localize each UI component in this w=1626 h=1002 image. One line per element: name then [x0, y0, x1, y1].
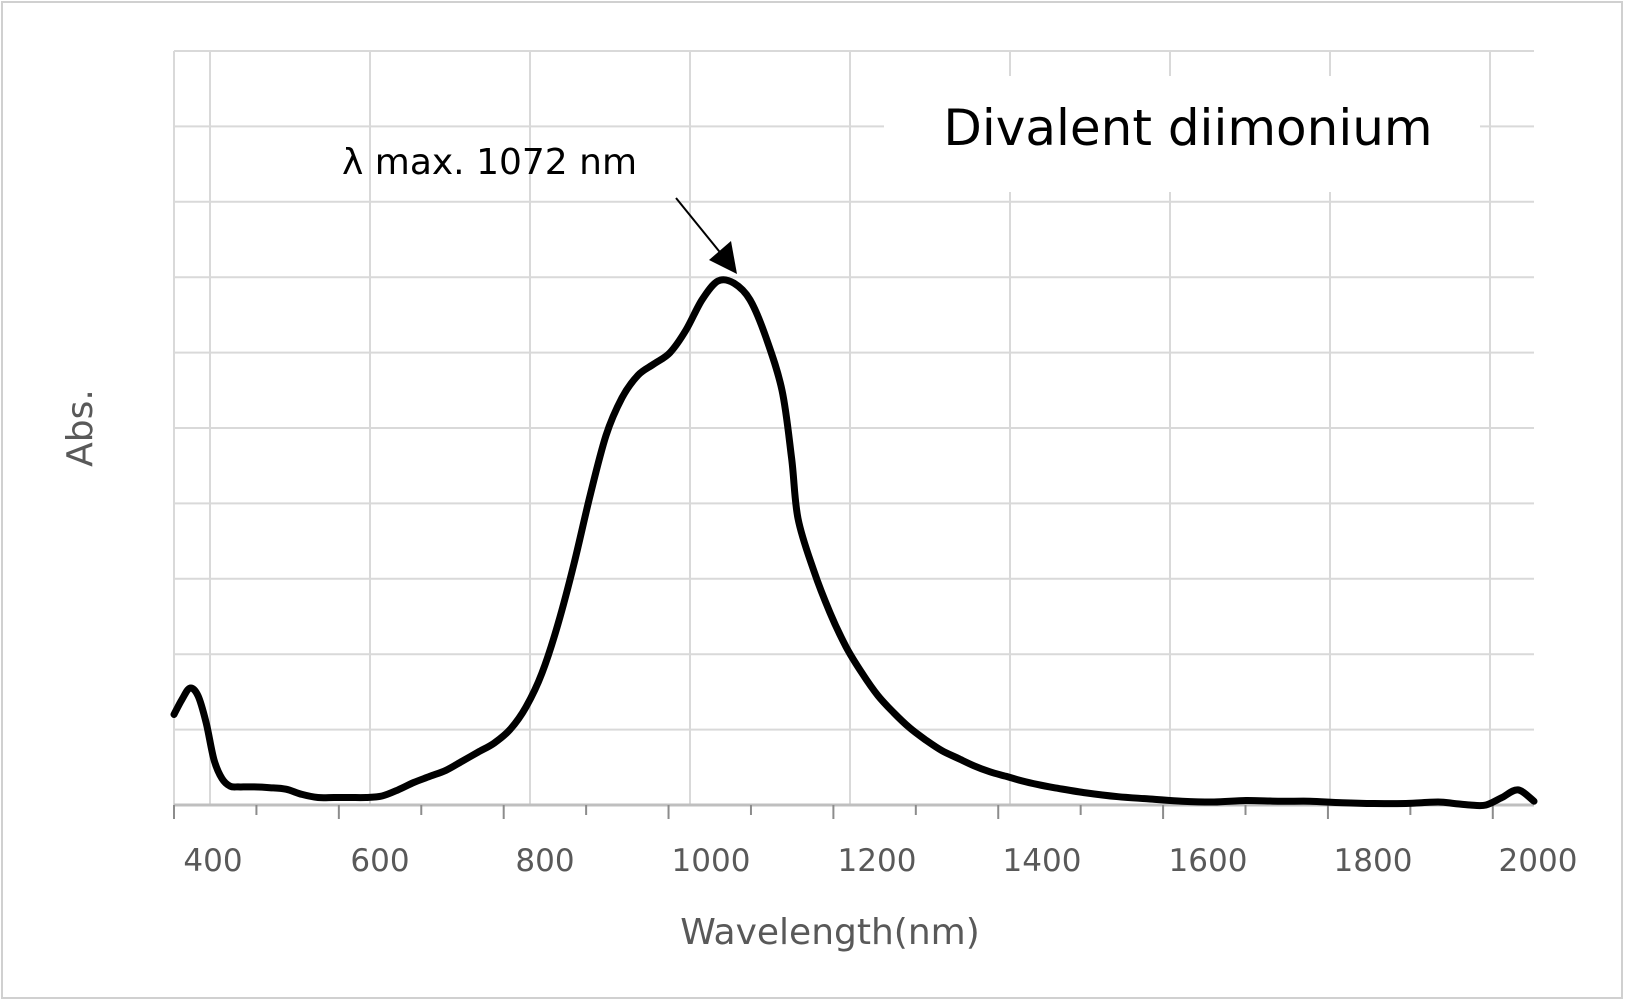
x-tick-label: 1200	[838, 843, 917, 879]
x-tick-label: 2000	[1499, 843, 1578, 879]
chart-title: Divalent diimonium	[943, 99, 1432, 157]
arrow-shaft	[675, 197, 724, 257]
title-background	[884, 76, 1480, 192]
x-axis-ticks: 400 600 800 1000 1200 1400 1600 1800 2000	[173, 805, 1578, 879]
x-tick-label: 400	[183, 843, 242, 879]
x-tick-label: 1400	[1003, 843, 1082, 879]
series-layer	[170, 276, 1538, 810]
x-tick-label: 1600	[1169, 843, 1248, 879]
absorbance-series-line	[170, 276, 1538, 810]
arrow-head	[709, 241, 737, 274]
x-tick-label: 800	[515, 843, 574, 879]
peak-arrow	[675, 197, 737, 274]
y-axis-title: Abs.	[60, 389, 101, 467]
x-tick-label: 1800	[1334, 843, 1413, 879]
x-axis-title: Wavelength(nm)	[680, 912, 980, 953]
x-tick-label: 600	[350, 843, 409, 879]
x-tick-label: 1000	[672, 843, 751, 879]
peak-annotation: λ max. 1072 nm	[342, 142, 637, 183]
grid	[173, 50, 1534, 807]
